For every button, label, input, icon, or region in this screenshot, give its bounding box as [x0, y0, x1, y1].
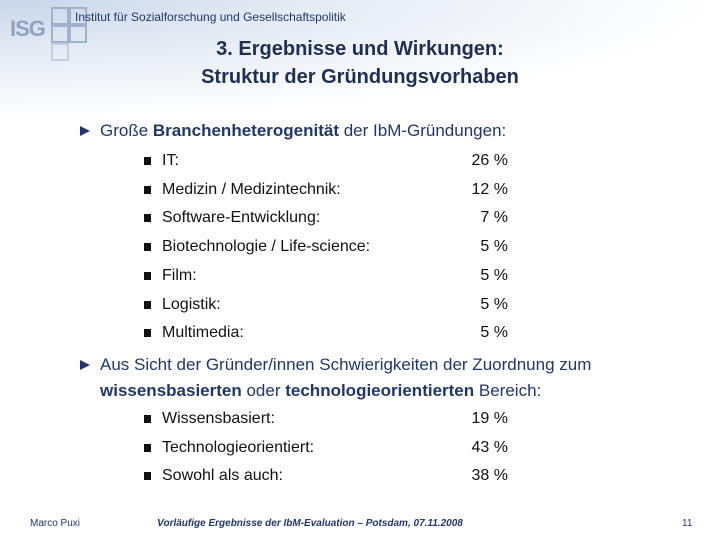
logo-grid [51, 7, 87, 61]
item-label: Logistik: [162, 295, 221, 313]
item-value: 19 % [471, 410, 508, 427]
bullet-square [144, 271, 151, 280]
item-label: Medizin / Medizintechnik: [162, 180, 341, 198]
text-part: wissensbasierten [100, 381, 242, 400]
item-value: 12 % [471, 180, 508, 198]
item-label: Sowohl als auch: [162, 467, 283, 484]
title-line: 3. Ergebnisse und Wirkungen: [216, 38, 504, 60]
section-text: Aus Sicht der Gründer/innen Schwierigkei… [100, 352, 710, 404]
bullet-square [144, 329, 151, 338]
footer-author: Marco Puxi [30, 518, 81, 529]
item-label: Wissensbasiert: [162, 410, 275, 427]
item-label: Technologieorientiert: [162, 438, 315, 456]
institute: Institut für Sozialforschung und Gesells… [75, 10, 346, 24]
item-value: 38 % [471, 467, 508, 484]
item-value: 43 % [471, 438, 508, 456]
page-number: 11 [682, 518, 693, 529]
text-part: technologieorientierten [285, 381, 475, 400]
bullet-square [144, 157, 151, 165]
text-part: der IbM-Gründungen: [339, 121, 507, 140]
item-value: 26 % [471, 152, 508, 169]
text-part: Aus Sicht der Gründer/innen Schwierigkei… [100, 355, 592, 374]
text-part: oder [241, 381, 286, 400]
background-decoration [0, 0, 720, 120]
item-label: Biotechnologie / Life-science: [162, 238, 371, 256]
bullet-square [144, 300, 151, 309]
text-part: Bereich: [474, 381, 542, 400]
bullet-triangle [80, 360, 90, 370]
bullet-square [144, 185, 151, 194]
item-value: 5 % [480, 295, 508, 313]
item-value: 5 % [480, 324, 508, 342]
footer-center: Vorläufige Ergebnisse der IbM-Evaluation… [157, 518, 463, 529]
item-value: 5 % [480, 238, 508, 256]
logo: ISG [10, 16, 46, 41]
bullet-square [144, 415, 151, 423]
item-label: Multimedia: [162, 324, 244, 342]
text-part: Branchenheterogenität [152, 121, 339, 140]
text-part: Große [100, 121, 153, 140]
item-label: IT: [162, 152, 179, 169]
bullet-triangle [80, 126, 90, 136]
item-value: 5 % [480, 266, 508, 284]
bullet-square [144, 472, 151, 480]
bullet-square [144, 443, 151, 452]
item-label: Software-Entwicklung: [162, 209, 321, 227]
item-label: Film: [162, 266, 197, 284]
bullet-square [144, 243, 151, 252]
title-line: Struktur der Gründungsvorhaben [201, 66, 519, 88]
item-value: 7 % [480, 209, 508, 227]
bullet-square [144, 214, 151, 223]
section-text: Große Branchenheterogenität der IbM-Grün… [100, 118, 710, 144]
